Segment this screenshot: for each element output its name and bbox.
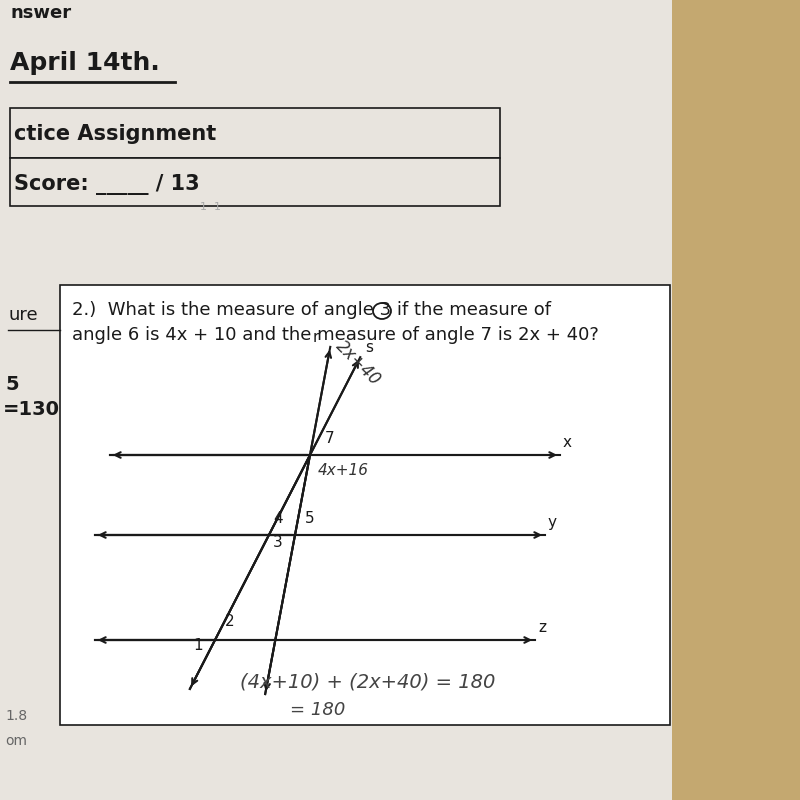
- Text: =130: =130: [3, 400, 60, 419]
- Text: 5: 5: [305, 511, 314, 526]
- Text: 1.8: 1.8: [5, 709, 27, 723]
- Text: om: om: [5, 734, 27, 748]
- Text: r: r: [312, 330, 318, 345]
- Text: 1  1: 1 1: [200, 202, 221, 212]
- Text: 2: 2: [225, 614, 234, 629]
- Text: s: s: [366, 340, 374, 355]
- Bar: [60, 285, 670, 725]
- Text: nswer: nswer: [10, 4, 71, 22]
- Text: 2.)  What is the measure of angle 3 if the measure of: 2.) What is the measure of angle 3 if th…: [72, 301, 551, 319]
- Text: 7: 7: [325, 431, 334, 446]
- Text: z: z: [538, 620, 546, 635]
- Text: April 14th.: April 14th.: [10, 51, 160, 75]
- Text: (4x+10) + (2x+40) = 180: (4x+10) + (2x+40) = 180: [240, 673, 495, 692]
- Text: 4: 4: [273, 511, 282, 526]
- Bar: [672, 0, 800, 800]
- Text: 2x+40: 2x+40: [332, 337, 384, 389]
- Text: ure: ure: [8, 306, 38, 324]
- Text: ctice Assignment: ctice Assignment: [14, 124, 216, 144]
- Text: 3: 3: [273, 535, 282, 550]
- Text: = 180: = 180: [290, 701, 346, 719]
- Bar: [10, 158, 500, 206]
- Text: x: x: [563, 435, 572, 450]
- Text: y: y: [548, 515, 557, 530]
- Bar: [10, 108, 500, 158]
- Text: 4x+16: 4x+16: [318, 463, 369, 478]
- Bar: [0, 0, 672, 800]
- Text: Score: _____ / 13: Score: _____ / 13: [14, 174, 200, 195]
- Text: 5: 5: [5, 375, 18, 394]
- Text: 1: 1: [193, 638, 202, 653]
- Text: angle 6 is 4x + 10 and the measure of angle 7 is 2x + 40?: angle 6 is 4x + 10 and the measure of an…: [72, 326, 599, 344]
